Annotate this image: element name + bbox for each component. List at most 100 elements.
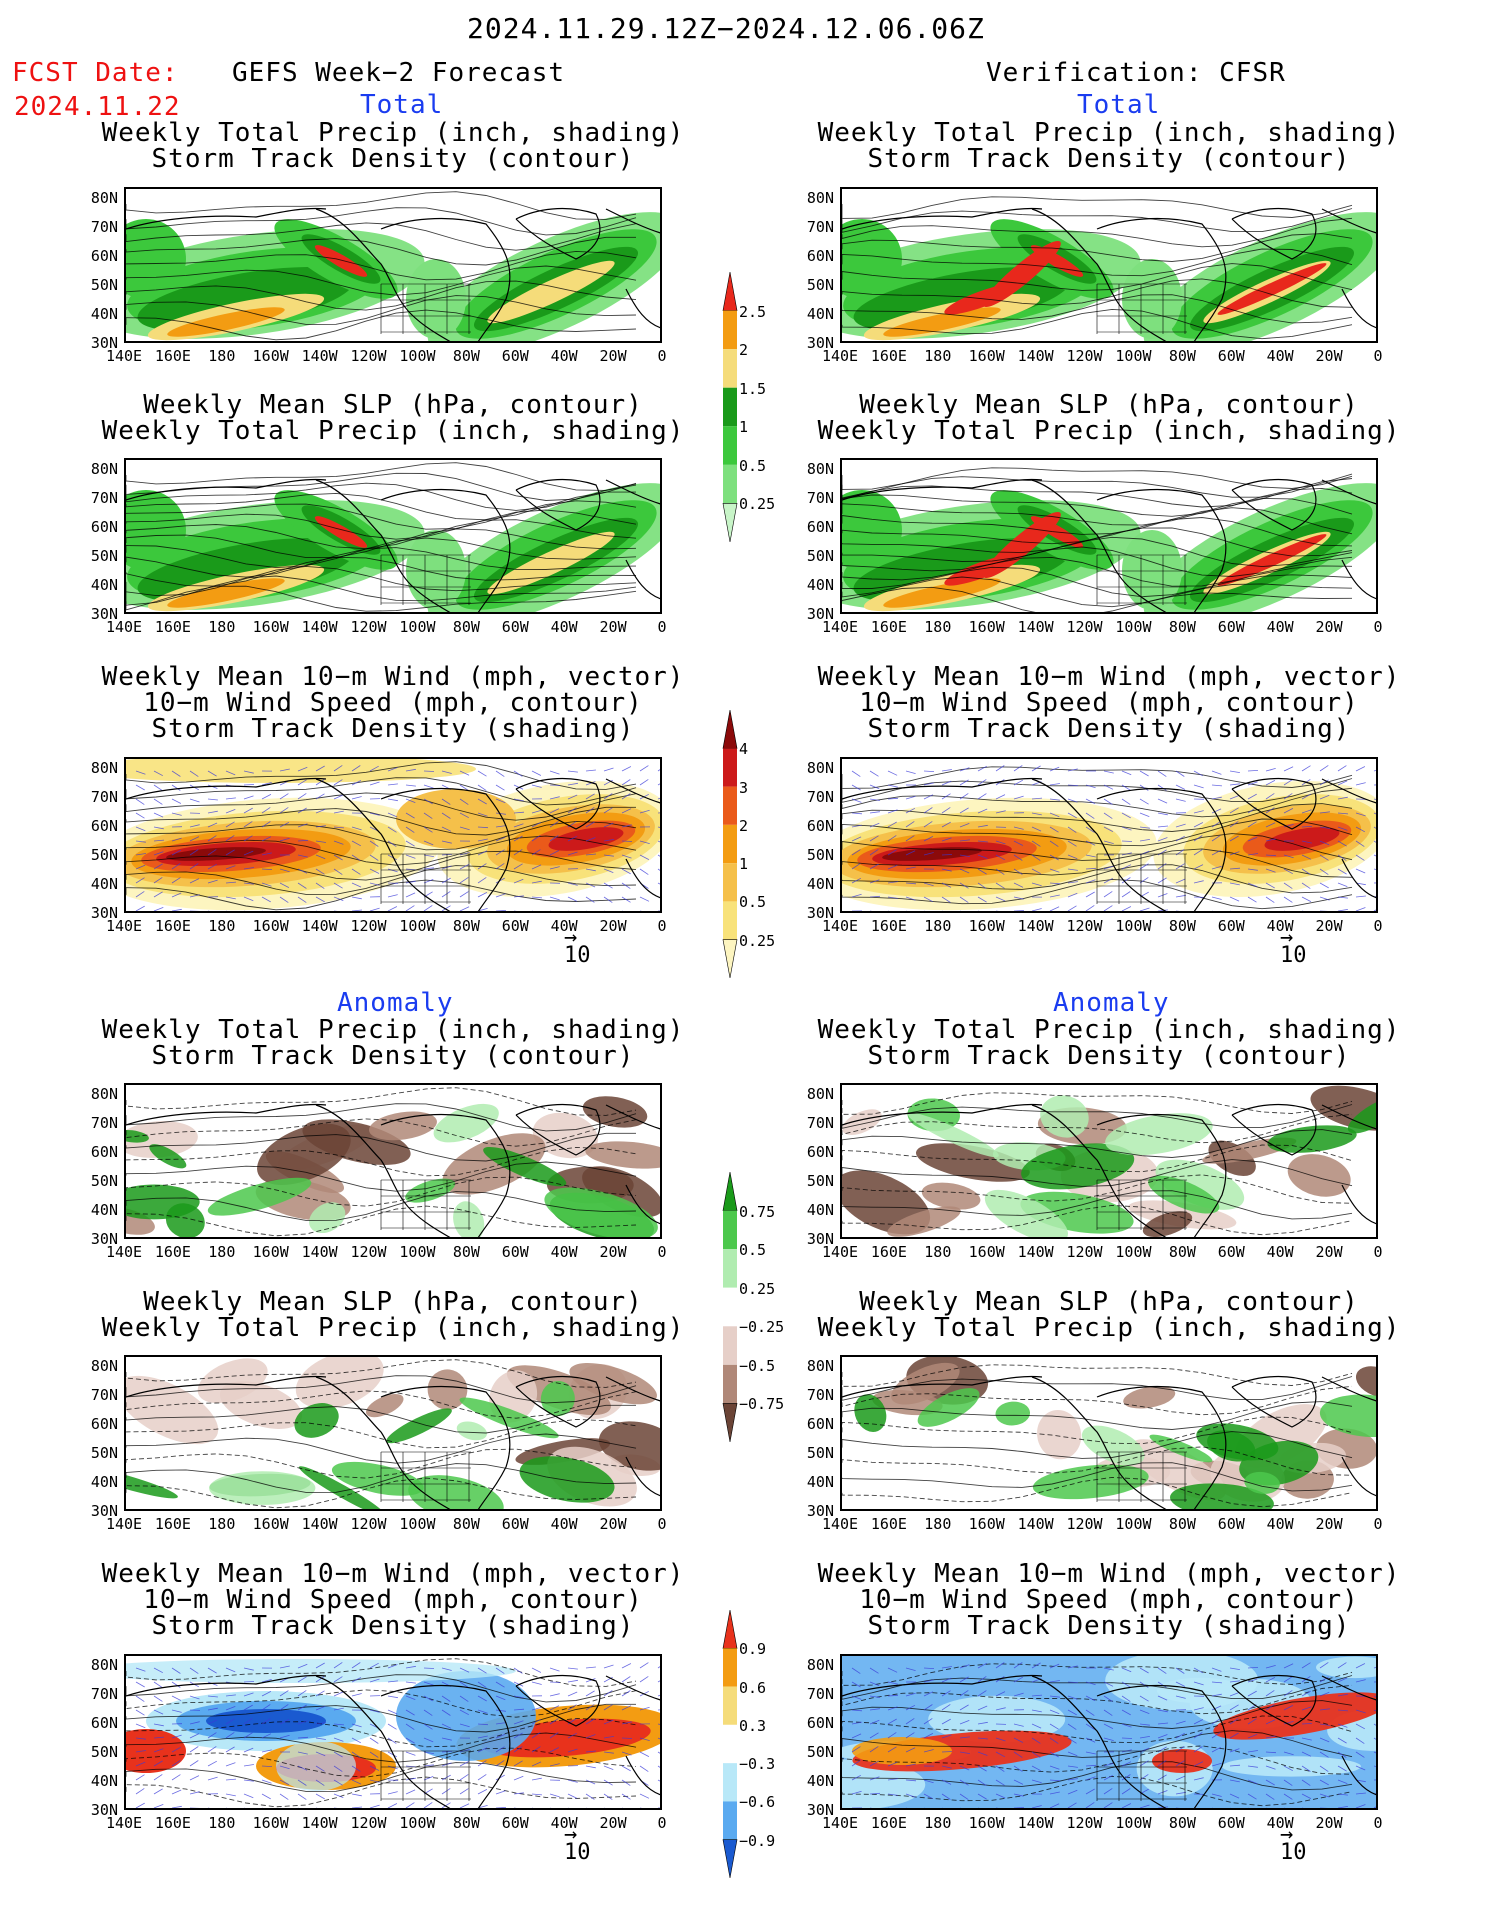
- lat-label: 50N: [90, 846, 118, 864]
- lat-label: 40N: [90, 305, 118, 323]
- total-wind_storm-cfsr-title-line-1: Weekly Mean 10−m Wind (mph, vector): [817, 662, 1401, 692]
- lon-label: 120W: [1066, 1243, 1103, 1261]
- lat-label: 60N: [90, 518, 118, 536]
- lat-label: 60N: [90, 817, 118, 835]
- lon-label: 100W: [399, 1814, 436, 1832]
- lon-label: 20W: [599, 917, 627, 935]
- lat-label: 80N: [806, 1085, 834, 1103]
- lon-label: 140W: [301, 618, 338, 636]
- lat-label: 40N: [806, 1201, 834, 1219]
- lat-label: 80N: [806, 759, 834, 777]
- lat-label: 60N: [806, 518, 834, 536]
- lat-label: 60N: [90, 1415, 118, 1433]
- lat-label: 60N: [90, 1714, 118, 1732]
- colorbar-tick-label: 0.9: [739, 1640, 767, 1659]
- colorbar-tick-label: 0.5: [739, 893, 767, 912]
- lon-label: 40W: [550, 1814, 578, 1832]
- lon-label: 140E: [821, 347, 859, 365]
- anom-wind_storm-gefs-map: [124, 1654, 662, 1810]
- lat-label: 70N: [806, 1386, 834, 1404]
- lon-label: 140W: [1017, 917, 1054, 935]
- lon-label: 180: [208, 1243, 236, 1261]
- lon-label: 160W: [968, 618, 1005, 636]
- lon-label: 140W: [1017, 1243, 1054, 1261]
- lon-label: 120W: [350, 347, 387, 365]
- total-wind_storm-gefs-title-line-1: Weekly Mean 10−m Wind (mph, vector): [101, 662, 685, 692]
- lon-label: 40W: [1266, 347, 1294, 365]
- lat-label: 50N: [90, 1444, 118, 1462]
- lon-label: 0: [657, 1814, 667, 1832]
- lon-label: 160E: [870, 1243, 907, 1261]
- lon-label: 20W: [599, 1243, 627, 1261]
- vector-reference-arrow-icon: →: [1280, 1822, 1294, 1847]
- lat-label: 80N: [806, 460, 834, 478]
- section-anomaly-left: Anomaly: [337, 988, 454, 1018]
- lon-label: 40W: [1266, 1515, 1294, 1533]
- lat-label: 60N: [806, 1714, 834, 1732]
- lon-label: 180: [208, 347, 236, 365]
- total-precip_storm-cfsr-title-line-1: Weekly Total Precip (inch, shading): [817, 118, 1401, 148]
- lon-label: 20W: [1315, 1243, 1343, 1261]
- lon-label: 140W: [1017, 618, 1054, 636]
- colorbar-tick-label: 2: [739, 816, 749, 835]
- anom-wind_storm-cfsr-title-line-1: Weekly Mean 10−m Wind (mph, vector): [817, 1559, 1401, 1589]
- lat-label: 40N: [90, 1473, 118, 1491]
- lat-label: 60N: [806, 1143, 834, 1161]
- anom-precip_storm-cfsr-title-line-1: Weekly Total Precip (inch, shading): [817, 1015, 1401, 1045]
- lon-label: 20W: [599, 1814, 627, 1832]
- colorbar-tick-label: −0.6: [739, 1793, 776, 1812]
- lat-label: 40N: [806, 1473, 834, 1491]
- lat-label: 60N: [806, 1415, 834, 1433]
- lat-label: 70N: [806, 489, 834, 507]
- lat-label: 50N: [806, 1743, 834, 1761]
- anom-precip_storm-gefs-title-line-2: Storm Track Density (contour): [151, 1041, 635, 1071]
- lon-label: 120W: [350, 1515, 387, 1533]
- lon-label: 0: [1373, 1814, 1383, 1832]
- lat-label: 40N: [806, 576, 834, 594]
- lat-label: 30N: [806, 605, 834, 623]
- lon-label: 60W: [1217, 917, 1245, 935]
- lon-label: 20W: [1315, 347, 1343, 365]
- lon-label: 40W: [550, 917, 578, 935]
- anom-wind_storm-cfsr-title-line-2: 10−m Wind Speed (mph, contour): [859, 1585, 1359, 1615]
- lat-label: 50N: [90, 276, 118, 294]
- lon-label: 80W: [1168, 618, 1196, 636]
- lon-label: 140W: [1017, 1814, 1054, 1832]
- section-total-left: Total: [360, 90, 444, 120]
- colorbar-tick-label: 0.5: [739, 456, 767, 475]
- left-column-title: GEFS Week−2 Forecast: [232, 58, 566, 88]
- vector-reference-label: 10: [1280, 943, 1307, 968]
- colorbar-tick-label: −0.9: [739, 1831, 776, 1850]
- lon-label: 120W: [350, 1243, 387, 1261]
- lon-label: 160W: [968, 917, 1005, 935]
- lon-label: 160W: [252, 347, 289, 365]
- colorbar-precip-anom: [715, 1162, 745, 1456]
- lon-label: 40W: [550, 618, 578, 636]
- anom-wind_storm-cfsr-title-line-3: Storm Track Density (shading): [867, 1611, 1351, 1641]
- lon-label: 0: [657, 1515, 667, 1533]
- total-wind_storm-cfsr-title-line-2: 10−m Wind Speed (mph, contour): [859, 688, 1359, 718]
- lon-label: 140W: [1017, 1515, 1054, 1533]
- anom-precip_storm-cfsr-map: [840, 1083, 1378, 1239]
- lon-label: 120W: [1066, 618, 1103, 636]
- lon-label: 80W: [452, 1814, 480, 1832]
- anom-slp_precip-gefs-map: [124, 1355, 662, 1511]
- lon-label: 140E: [105, 1515, 143, 1533]
- lon-label: 160E: [870, 1515, 907, 1533]
- lon-label: 80W: [452, 1515, 480, 1533]
- total-precip_storm-cfsr-title-line-2: Storm Track Density (contour): [867, 144, 1351, 174]
- lon-label: 180: [924, 1243, 952, 1261]
- colorbar-tick-label: −0.75: [739, 1395, 785, 1414]
- lon-label: 160W: [252, 1243, 289, 1261]
- lon-label: 60W: [501, 1243, 529, 1261]
- lon-label: 140W: [301, 1814, 338, 1832]
- lon-label: 160W: [968, 1243, 1005, 1261]
- total-slp_precip-gefs-title-line-1: Weekly Mean SLP (hPa, contour): [143, 390, 643, 420]
- colorbar-tick-label: 1: [739, 855, 749, 874]
- lon-label: 60W: [501, 1515, 529, 1533]
- lat-label: 80N: [90, 759, 118, 777]
- lon-label: 0: [1373, 1243, 1383, 1261]
- lon-label: 0: [1373, 618, 1383, 636]
- lon-label: 140W: [301, 347, 338, 365]
- lon-label: 100W: [399, 1515, 436, 1533]
